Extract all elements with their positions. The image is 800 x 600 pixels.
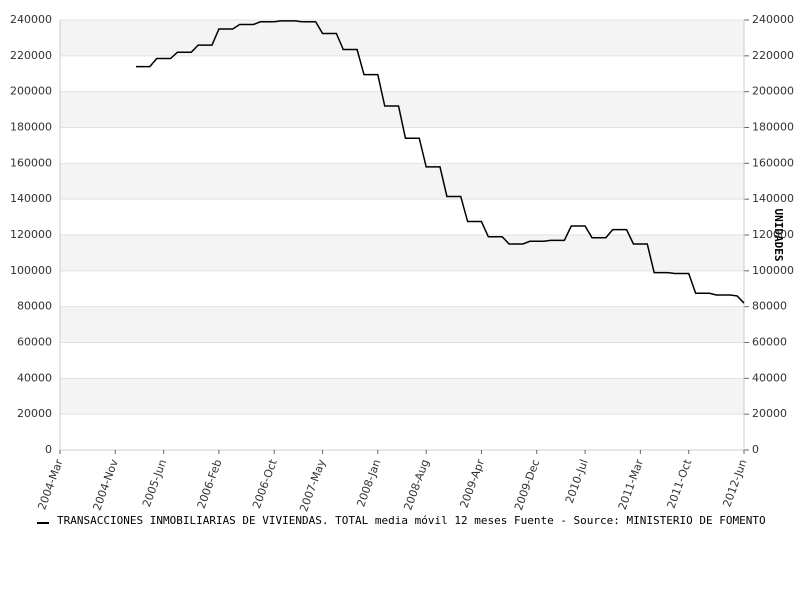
y-tick-label: 0 xyxy=(45,443,52,456)
y-tick-label: 40000 xyxy=(17,371,52,384)
y2-tick-label: 220000 xyxy=(752,49,794,62)
y-tick-label: 100000 xyxy=(10,264,52,277)
y2-tick-label: 60000 xyxy=(752,336,787,349)
grid-band xyxy=(60,235,744,271)
x-tick-label: 2007-May xyxy=(297,457,328,513)
y2-tick-label: 0 xyxy=(752,443,759,456)
x-tick-label: 2010-Jul xyxy=(563,458,591,506)
y-tick-label: 60000 xyxy=(17,336,52,349)
x-tick-label: 2012-Jun xyxy=(720,458,749,509)
y2-tick-label: 240000 xyxy=(752,13,794,26)
y2-tick-label: 40000 xyxy=(752,371,787,384)
y2-tick-label: 100000 xyxy=(752,264,794,277)
y2-tick-label: 140000 xyxy=(752,192,794,205)
grid-band xyxy=(60,378,744,415)
y2-tick-label: 180000 xyxy=(752,121,794,134)
grid-band xyxy=(60,163,744,200)
grid-band xyxy=(60,306,744,343)
y2-tick-label: 20000 xyxy=(752,407,787,420)
x-tick-label: 2008-Aug xyxy=(401,458,431,512)
y2-axis-label: UNIDADES xyxy=(772,209,785,262)
x-tick-label: 2011-Oct xyxy=(665,457,695,510)
x-tick-label: 2004-Nov xyxy=(90,457,121,512)
y2-tick-label: 120000 xyxy=(752,228,794,241)
y2-tick-label: 160000 xyxy=(752,156,794,169)
y2-tick-label: 200000 xyxy=(752,85,794,98)
x-tick-label: 2006-Feb xyxy=(195,458,225,511)
y-tick-label: 120000 xyxy=(10,228,52,241)
y-tick-label: 200000 xyxy=(10,85,52,98)
line-series xyxy=(136,20,745,304)
y-tick-label: 80000 xyxy=(17,300,52,313)
y-tick-label: 160000 xyxy=(10,156,52,169)
y-tick-label: 140000 xyxy=(10,192,52,205)
x-tick-label: 2006-Oct xyxy=(250,457,280,510)
x-tick-label: 2008-Jan xyxy=(354,458,383,509)
legend-label: TRANSACCIONES INMOBILIARIAS DE VIVIENDAS… xyxy=(57,514,766,527)
y-tick-label: 180000 xyxy=(10,121,52,134)
y-tick-label: 240000 xyxy=(10,13,52,26)
x-tick-label: 2009-Dec xyxy=(512,458,542,512)
y-tick-label: 220000 xyxy=(10,49,52,62)
x-tick-label: 2011-Mar xyxy=(616,457,646,511)
x-tick-label: 2005-Jun xyxy=(140,458,169,509)
grid-band xyxy=(60,20,744,56)
x-tick-label: 2004-Mar xyxy=(35,457,65,511)
y-tick-label: 20000 xyxy=(17,407,52,420)
x-tick-label: 2009-Apr xyxy=(458,457,488,510)
y2-tick-label: 80000 xyxy=(752,300,787,313)
